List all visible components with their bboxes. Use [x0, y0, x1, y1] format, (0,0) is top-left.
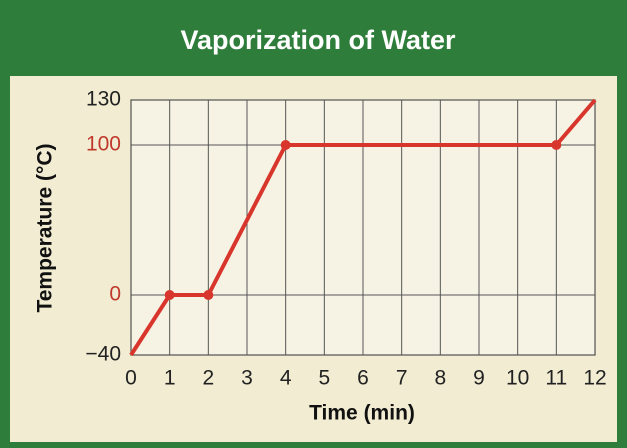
- x-tick-label: 5: [318, 367, 330, 390]
- x-tick-label: 1: [164, 367, 176, 390]
- y-tick-label: 100: [86, 133, 121, 156]
- x-tick-label: 10: [506, 367, 529, 390]
- y-tick-label: 130: [86, 88, 121, 111]
- data-point: [280, 140, 291, 150]
- x-tick-label: 11: [545, 367, 567, 390]
- chart-title: Vaporization of Water: [180, 25, 456, 55]
- x-tick-label: 4: [280, 367, 292, 390]
- x-tick-label: 9: [473, 367, 485, 390]
- x-tick-label: 12: [583, 367, 606, 390]
- x-tick-label: 6: [357, 367, 369, 390]
- x-tick-label: 2: [202, 367, 214, 390]
- y-tick-label: −40: [85, 343, 121, 366]
- x-tick-label: 0: [125, 367, 137, 390]
- y-axis-label: Temperature (°C): [34, 143, 57, 312]
- data-point: [551, 140, 562, 150]
- data-point: [203, 290, 214, 300]
- x-tick-label: 3: [241, 367, 253, 390]
- x-axis-label: Time (min): [309, 402, 415, 425]
- x-tick-label: 7: [396, 367, 408, 390]
- y-tick-label: 0: [109, 283, 121, 306]
- data-line: [129, 98, 597, 357]
- x-tick-label: 8: [434, 367, 446, 390]
- data-point: [164, 290, 175, 300]
